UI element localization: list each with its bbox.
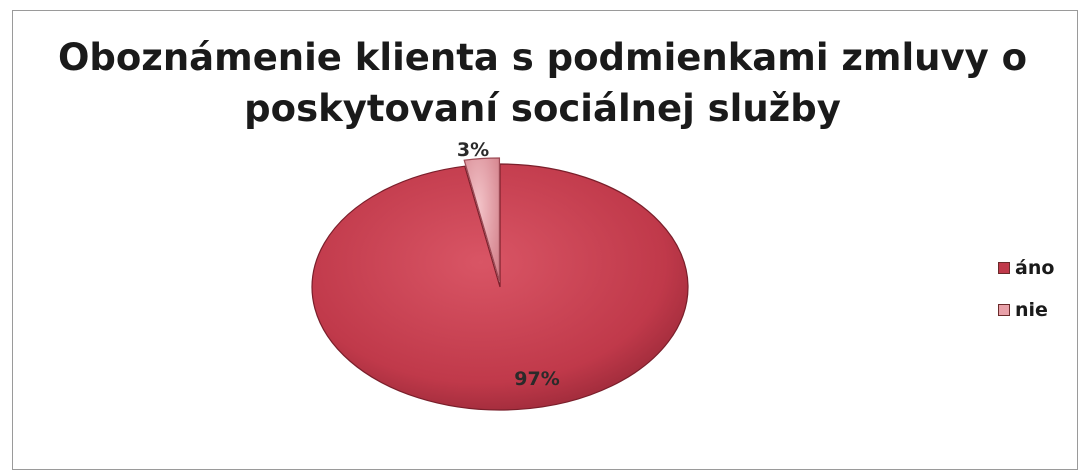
pie-label-nie: 3%: [457, 139, 489, 161]
pie-slice-nie: [463, 157, 501, 282]
legend-swatch-ano: [998, 262, 1010, 274]
legend-item-ano: áno: [998, 257, 1054, 279]
legend-label-nie: nie: [1015, 299, 1048, 321]
legend-item-nie: nie: [998, 299, 1048, 321]
pie-label-ano: 97%: [514, 368, 559, 390]
legend-swatch-nie: [998, 304, 1010, 316]
pie-slice-ano: [311, 163, 689, 411]
legend-label-ano: áno: [1015, 257, 1055, 279]
chart-title: Oboznámenie klienta s podmienkami zmluvy…: [57, 36, 1028, 130]
pie-chart: 97% 3%: [311, 139, 689, 411]
